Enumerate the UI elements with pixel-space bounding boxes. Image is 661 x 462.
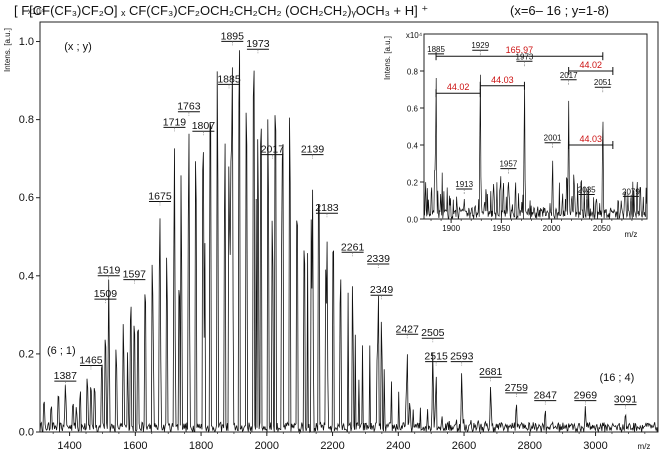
main-peak-label: 1519 [97,265,121,277]
main-peak-label: 2505 [421,327,445,339]
main-trace [39,50,658,434]
inset-ytick-label: 0.4 [407,142,419,151]
main-yscale-label: x10⁴ [28,7,45,16]
inset-diff-label: 44.02 [579,60,602,70]
main-peak-label: 2139 [301,144,325,156]
formula-range: (x=6– 16 ; y=1-8) [510,3,609,18]
inset-peak-label: 1929 [471,41,489,50]
main-xtick-label: 1400 [57,440,81,452]
main-peak-label: 1885 [217,73,241,85]
inset-frame [423,33,648,220]
inset-ytick-label: 0.0 [407,216,419,225]
inset-peak-label: 1957 [499,160,517,169]
main-xtick-label: 2600 [452,440,476,452]
main-peak-label: 1895 [221,30,245,42]
main-xtick-label: 2800 [518,440,542,452]
main-ylabel: Intens. [a.u.] [3,28,12,72]
main-peak-label: 2349 [370,284,394,296]
inset-peak-label: 2035 [578,186,596,195]
main-ytick-label: 0.2 [19,348,34,360]
inset-diff-label: 44.03 [579,134,602,144]
main-peak-label: 2847 [534,390,558,402]
main-peak-label: 2515 [424,351,448,363]
main-peak-label: 2593 [450,351,474,363]
main-peak-label: 1509 [94,288,118,300]
inset-xtick-label: 2050 [593,224,611,233]
main-legend-text: (x ; y) [64,41,92,53]
main-peak-label: 1597 [123,269,147,281]
formula-title: [ F[CF(CF₃)CF₂O] ₓ CF(CF₃)CF₂OCH₂CH₂CH₂ … [14,3,429,18]
main-peak-label: 2759 [505,382,529,394]
main-peak-label: 2969 [574,390,598,402]
main-ytick-label: 0.6 [19,192,34,204]
main-peak-label: 2427 [396,323,420,335]
main-xtick-label: 1600 [123,440,147,452]
main-xlabel: m/z [638,442,651,451]
inset-ytick-label: 0.8 [407,68,419,77]
main-peak-label: 1973 [246,38,270,50]
main-ytick-label: 0.0 [19,427,34,439]
main-peak-label: 1465 [79,355,103,367]
main-xtick-label: 1800 [189,440,213,452]
main-peak-label: 3091 [614,394,638,406]
inset-peak-label: 2079 [622,187,640,196]
main-peak-label: 2681 [479,366,503,378]
inset-diff-label: 44.03 [491,75,514,85]
main-ytick-label: 0.4 [19,270,34,282]
main-annotation: (6 ; 1) [47,345,76,357]
main-peak-label: 2183 [315,202,339,214]
main-peak-label: 1763 [177,101,201,113]
main-peak-label: 2339 [367,253,391,265]
main-peak-label: 1807 [192,120,216,132]
main-ytick-label: 0.8 [19,114,34,126]
main-xtick-label: 2000 [255,440,279,452]
inset-xlabel: m/z [625,230,638,239]
inset-peak-label: 2051 [594,78,612,87]
inset-ylabel: Intens. [a.u.] [383,36,392,80]
main-peak-label: 1719 [163,116,187,128]
inset-peak-label: 1973 [516,52,534,61]
inset-group: 1900 1950 2000 2050 0.0 0.2 0.4 0.6 0.8 x10⁴ Inten… [383,31,648,239]
main-peak-label: 2261 [341,241,365,253]
inset-trace [423,74,647,220]
inset-ytick-label: 0.6 [407,105,419,114]
main-xtick-label: 2400 [386,440,410,452]
inset-peak-label: 1913 [455,180,473,189]
main-xtick-label: 3000 [583,440,607,452]
main-xtick-label: 2200 [320,440,344,452]
inset-peak-label: 1885 [427,45,445,54]
main-peak-label: 1387 [54,370,78,382]
main-group: 1400 1600 1800 2000 2200 2400 2600 2800 3000 0.0 0… [3,7,659,452]
main-peak-label: 2017 [261,144,285,156]
main-ytick-label: 1.0 [19,36,34,48]
inset-diff-label: 165.97 [506,45,534,55]
inset-ytick-label: 0.2 [407,179,419,188]
inset-peak-label: 2001 [544,134,562,143]
main-annotation: (16 ; 4) [599,372,634,384]
inset-yscale-label: x10⁴ [406,31,423,40]
inset-xtick-label: 2000 [543,224,561,233]
inset-xtick-label: 1950 [492,224,510,233]
inset-peak-label: 2017 [560,71,578,80]
inset-diff-label: 44.02 [447,82,470,92]
main-peak-label: 1675 [148,191,172,203]
inset-xtick-label: 1900 [442,224,460,233]
